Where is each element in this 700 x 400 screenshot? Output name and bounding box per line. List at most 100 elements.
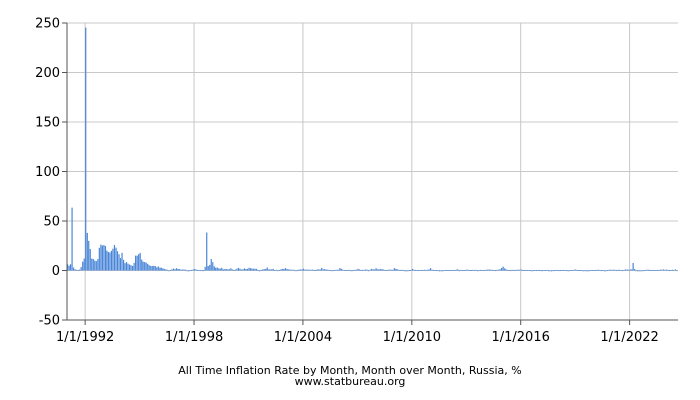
bar (189, 270, 191, 272)
bar (517, 269, 519, 271)
bar (546, 269, 548, 271)
bar (671, 269, 674, 271)
bar (180, 269, 182, 271)
bar (104, 246, 107, 271)
bar (101, 245, 103, 271)
bar (133, 262, 135, 271)
bar (566, 270, 568, 272)
bar (661, 269, 663, 271)
bar (664, 269, 666, 271)
bar (608, 269, 610, 271)
bar (590, 270, 592, 272)
bar (549, 270, 551, 272)
bar (417, 270, 419, 271)
bar (553, 270, 556, 272)
bar (505, 269, 507, 271)
bar (605, 270, 607, 272)
bar (423, 269, 426, 271)
bar (640, 270, 642, 272)
bar (151, 266, 153, 271)
bar (201, 270, 203, 272)
bar (467, 269, 470, 271)
bar (191, 269, 193, 271)
bar (466, 269, 468, 271)
bar (239, 268, 241, 271)
bar (662, 269, 665, 271)
bar (196, 269, 199, 271)
bar (71, 207, 73, 271)
bar (377, 269, 379, 271)
bar (411, 268, 414, 271)
bar (156, 267, 158, 271)
bar (372, 269, 374, 271)
bar (305, 269, 308, 271)
bar (482, 270, 485, 271)
bar (638, 270, 640, 272)
bar (369, 269, 371, 271)
bar (442, 270, 444, 272)
bar (493, 270, 495, 271)
bar (272, 268, 274, 271)
bar (195, 269, 197, 271)
bar (289, 269, 291, 271)
bar (204, 266, 206, 271)
bar (581, 270, 583, 272)
bar (138, 254, 140, 271)
bar (364, 269, 367, 271)
bar (319, 269, 321, 271)
bar (163, 268, 165, 271)
bar (375, 268, 377, 271)
bar (177, 269, 179, 271)
bar (295, 270, 297, 272)
bar (327, 269, 329, 271)
bar (558, 270, 560, 272)
bar (233, 269, 235, 271)
bar (236, 268, 238, 271)
bar (572, 270, 574, 271)
bar (219, 268, 221, 271)
bar (118, 254, 120, 271)
grid (67, 22, 678, 321)
bar (135, 255, 137, 271)
bar (626, 269, 628, 271)
bar (68, 265, 70, 271)
bar (540, 270, 542, 272)
bar (378, 269, 380, 271)
bar (212, 262, 214, 271)
bar (425, 270, 427, 271)
bar (366, 269, 368, 271)
bar (144, 262, 146, 271)
bar (74, 269, 76, 271)
bar (431, 269, 433, 271)
bar (646, 269, 648, 271)
y-tick-label: 250 (35, 17, 60, 32)
bar (525, 270, 527, 271)
bar (593, 270, 595, 271)
bar (528, 270, 530, 271)
bar (440, 270, 442, 272)
bar (596, 269, 598, 271)
bar (578, 270, 580, 272)
bar (443, 270, 445, 271)
bar (357, 268, 359, 271)
bar (491, 269, 494, 271)
bar (113, 244, 116, 271)
bar (358, 269, 361, 271)
bar (198, 270, 200, 271)
bar (414, 269, 416, 271)
bar (293, 269, 295, 271)
bar (278, 270, 280, 271)
bar (67, 264, 69, 271)
bar (257, 270, 259, 271)
bar (544, 270, 547, 271)
bar (150, 265, 152, 271)
bar (325, 269, 327, 271)
bar (641, 270, 643, 272)
bar (94, 260, 96, 271)
bar (139, 252, 141, 271)
bar (207, 266, 209, 271)
bar (432, 269, 435, 271)
bar (384, 270, 386, 271)
bar (508, 270, 510, 271)
bar (656, 269, 658, 271)
